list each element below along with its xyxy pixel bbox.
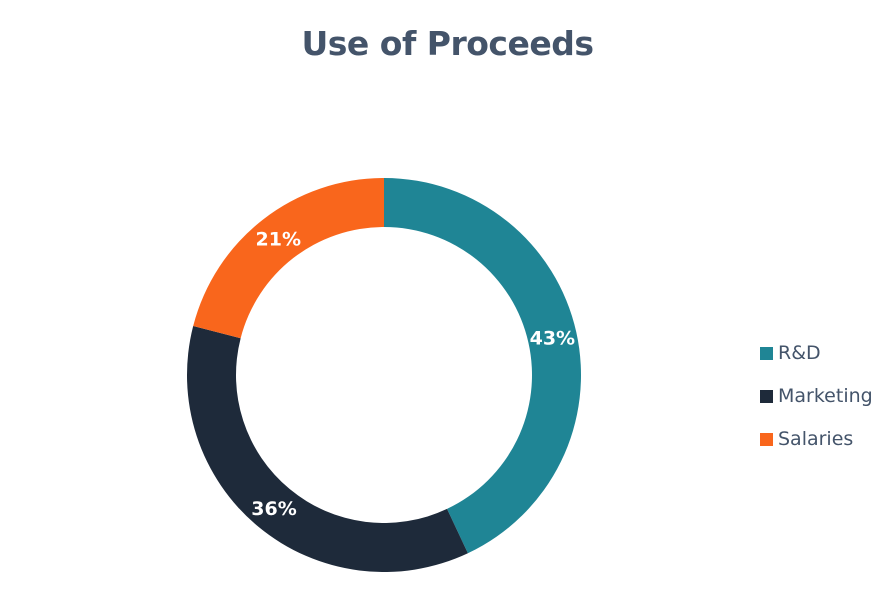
donut-slices — [187, 178, 581, 572]
legend-label: Salaries — [778, 428, 854, 450]
legend-item-marketing: Marketing — [760, 385, 873, 407]
legend: R&D Marketing Salaries — [760, 342, 873, 471]
slice-salaries — [193, 178, 384, 339]
legend-swatch-rnd — [760, 346, 773, 360]
data-labels: 43% 36% 21% — [251, 229, 575, 520]
legend-swatch-salaries — [760, 432, 773, 446]
chart-title: Use of Proceeds — [301, 24, 594, 63]
data-label: 36% — [251, 498, 296, 520]
legend-item-salaries: Salaries — [760, 428, 873, 450]
legend-label: R&D — [778, 342, 821, 364]
data-label: 21% — [256, 229, 301, 251]
slice-rnd — [384, 178, 581, 554]
legend-label: Marketing — [778, 385, 873, 407]
legend-swatch-marketing — [760, 389, 773, 403]
slice-marketing — [187, 326, 468, 572]
data-label: 43% — [530, 327, 575, 349]
legend-item-rnd: R&D — [760, 342, 873, 364]
